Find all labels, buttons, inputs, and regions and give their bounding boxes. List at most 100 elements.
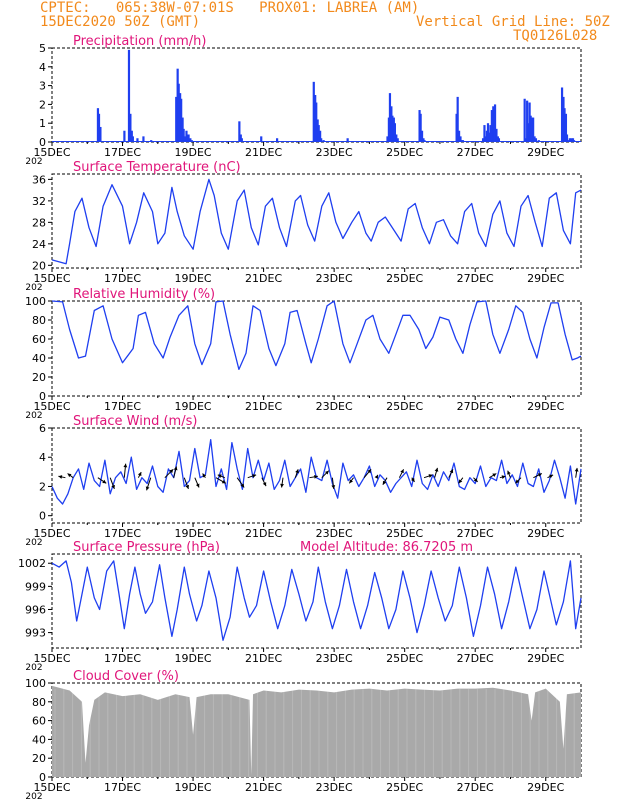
precip-bar xyxy=(183,136,187,142)
pressure-xtick-label: 25DEC xyxy=(386,652,423,665)
precip-bar xyxy=(317,125,320,142)
wind-arrow-head xyxy=(111,484,115,489)
humidity-ytick-label: 60 xyxy=(32,333,46,346)
precip-bar xyxy=(484,136,487,142)
pressure-xtick-label: 19DEC xyxy=(175,652,212,665)
pressure-ytick-label: 999 xyxy=(25,580,46,593)
wind-arrow-head xyxy=(515,479,520,484)
pressure-xtick-label: 17DEC xyxy=(104,652,141,665)
temp-xtick-label: 23DEC xyxy=(316,272,353,285)
wind-ytick-label: 2 xyxy=(39,480,46,493)
temp-title: Surface Temperature (nC) xyxy=(73,160,241,175)
wind-ytick-label: 4 xyxy=(39,451,46,464)
header-run-time: 15DEC2020 50Z (GMT) xyxy=(40,14,201,30)
wind-arrow-head xyxy=(449,469,454,474)
precip-bar xyxy=(490,110,493,142)
wind-arrow-head xyxy=(434,467,439,472)
wind-arrow-head xyxy=(473,478,478,482)
precip-bar xyxy=(568,138,571,142)
wind-arrow-head xyxy=(173,466,178,471)
humidity-xtick-label: 23DEC xyxy=(316,400,353,413)
cloud-area xyxy=(52,685,581,777)
wind-year-stub: 202 xyxy=(25,538,42,548)
wind-arrow-head xyxy=(324,470,329,475)
wind-arrow-head xyxy=(574,467,579,472)
cloud-xtick-label: 23DEC xyxy=(316,781,353,794)
wind-xtick-label: 21DEC xyxy=(245,527,282,540)
humidity-ytick-label: 100 xyxy=(25,295,46,308)
humidity-year-stub: 202 xyxy=(25,411,42,421)
pressure-xtick-label: 29DEC xyxy=(527,652,564,665)
wind-arrow-head xyxy=(123,463,128,468)
temp-ytick-label: 36 xyxy=(32,173,46,186)
precip-bar xyxy=(99,126,102,142)
wind-xtick-label: 15DEC xyxy=(33,527,70,540)
precip-bar xyxy=(319,130,322,142)
humidity-xtick-label: 27DEC xyxy=(457,400,494,413)
precip-bar xyxy=(533,136,536,142)
humidity-xtick-label: 15DEC xyxy=(33,400,70,413)
wind-xtick-label: 25DEC xyxy=(386,527,423,540)
wind-xtick-label: 27DEC xyxy=(457,527,494,540)
precip-bar xyxy=(564,113,568,142)
wind-arrow-head xyxy=(349,479,353,484)
precip-bar xyxy=(388,93,392,142)
wind-arrow-head xyxy=(240,483,245,488)
pressure-frame xyxy=(51,553,582,649)
precip-bar xyxy=(419,113,422,142)
precip-xtick-label: 19DEC xyxy=(175,146,212,159)
wind-ytick-label: 0 xyxy=(39,510,46,523)
precip-bar xyxy=(346,138,349,142)
cloud-year-stub: 202 xyxy=(25,792,42,800)
wind-arrow-head xyxy=(217,474,222,478)
precip-bar xyxy=(393,123,396,142)
wind-arrow-head xyxy=(374,474,378,479)
wind-arrow-head xyxy=(145,486,150,491)
humidity-xtick-label: 25DEC xyxy=(386,400,423,413)
wind-xtick-label: 19DEC xyxy=(175,527,212,540)
precip-bar xyxy=(127,49,131,142)
precip-xtick-label: 29DEC xyxy=(527,146,564,159)
precip-bar xyxy=(529,115,532,142)
cloud-ytick-label: 80 xyxy=(32,696,46,709)
wind-arrow-head xyxy=(410,477,415,482)
cloud-ytick-label: 0 xyxy=(39,771,46,784)
wind-xtick-label: 23DEC xyxy=(316,527,353,540)
pressure-ytick-label: 996 xyxy=(25,603,46,616)
pressure-title: Surface Pressure (hPa) xyxy=(73,540,220,555)
precip-ytick-label: 5 xyxy=(39,42,46,55)
wind-arrow-head xyxy=(169,469,174,474)
cloud-title: Cloud Cover (%) xyxy=(73,669,179,684)
wind-arrow-head xyxy=(549,474,554,479)
precip-ytick-label: 2 xyxy=(39,98,46,111)
precip-bar xyxy=(524,138,527,142)
precip-bar xyxy=(185,130,188,142)
wind-arrow-head xyxy=(492,473,497,477)
wind-arrow-head xyxy=(221,479,226,484)
precip-bar xyxy=(189,138,192,142)
wind-line xyxy=(51,439,582,505)
wind-arrow-head xyxy=(195,483,200,488)
precip-bar xyxy=(495,128,498,142)
cloud-ytick-label: 20 xyxy=(32,752,46,765)
precip-bar xyxy=(97,113,101,142)
temp-ytick-label: 32 xyxy=(32,195,46,208)
precip-bar xyxy=(493,104,497,142)
wind-arrow-head xyxy=(280,483,284,488)
temp-xtick-label: 15DEC xyxy=(33,272,70,285)
wind-arrow-head xyxy=(262,482,267,487)
humidity-frame xyxy=(51,300,582,397)
precip-ytick-label: 3 xyxy=(39,80,46,93)
precip-bar xyxy=(526,100,529,142)
precip-ytick-label: 0 xyxy=(39,136,46,149)
pressure-xtick-label: 27DEC xyxy=(457,652,494,665)
pressure-year-stub: 202 xyxy=(25,663,42,673)
cloud-xtick-label: 17DEC xyxy=(104,781,141,794)
precip-bar xyxy=(182,128,185,142)
precip-bar xyxy=(534,138,538,142)
precip-bar xyxy=(481,138,485,142)
temp-xtick-label: 17DEC xyxy=(104,272,141,285)
precip-bar xyxy=(131,136,134,142)
precip-bar xyxy=(497,138,501,142)
temp-line xyxy=(51,178,582,265)
